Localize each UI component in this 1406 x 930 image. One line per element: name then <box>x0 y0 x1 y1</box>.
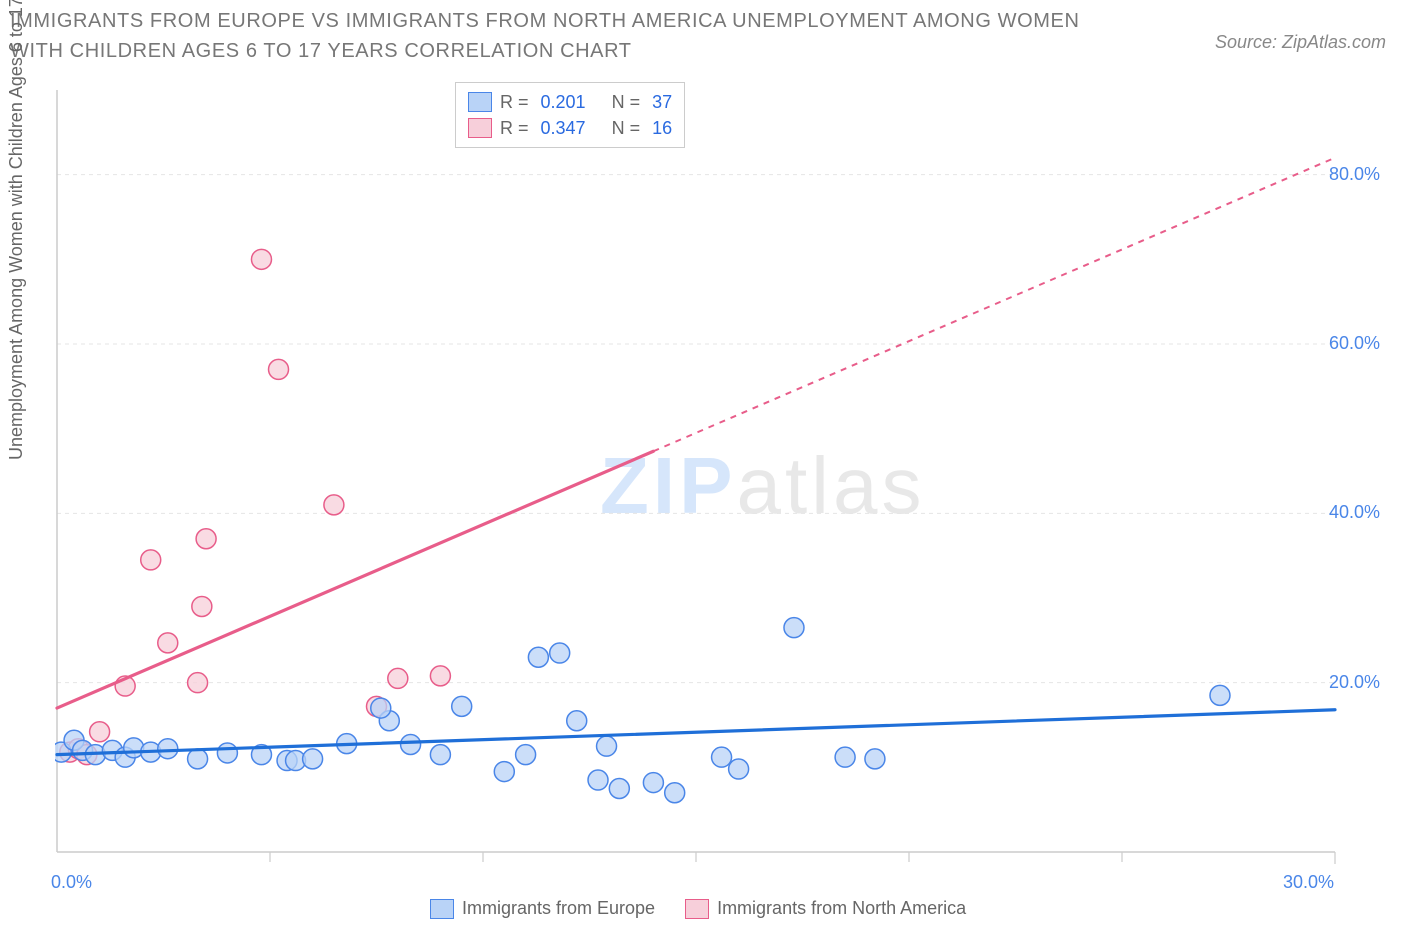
stats-row-blue: R = 0.201 N = 37 <box>468 89 672 115</box>
source-attribution: Source: ZipAtlas.com <box>1215 32 1386 53</box>
scatter-plot <box>55 80 1385 870</box>
r-label-2: R = <box>500 115 529 141</box>
chart-title: IMMIGRANTS FROM EUROPE VS IMMIGRANTS FRO… <box>10 6 1130 66</box>
swatch-blue <box>468 92 492 112</box>
swatch-blue-2 <box>430 899 454 919</box>
y-tick-label: 40.0% <box>1329 502 1380 523</box>
swatch-pink <box>468 118 492 138</box>
stats-row-pink: R = 0.347 N = 16 <box>468 115 672 141</box>
x-tick-label: 30.0% <box>1283 872 1334 893</box>
n-label: N = <box>612 89 641 115</box>
legend-item-pink: Immigrants from North America <box>685 898 966 919</box>
legend-item-blue: Immigrants from Europe <box>430 898 655 919</box>
stats-legend: R = 0.201 N = 37 R = 0.347 N = 16 <box>455 82 685 148</box>
n-value-blue: 37 <box>652 89 672 115</box>
y-tick-label: 20.0% <box>1329 672 1380 693</box>
r-label: R = <box>500 89 529 115</box>
y-tick-label: 60.0% <box>1329 333 1380 354</box>
x-tick-label: 0.0% <box>51 872 92 893</box>
legend-label-pink: Immigrants from North America <box>717 898 966 919</box>
y-axis-label: Unemployment Among Women with Children A… <box>6 0 27 460</box>
series-legend: Immigrants from Europe Immigrants from N… <box>430 898 966 919</box>
r-value-pink: 0.347 <box>541 115 586 141</box>
n-label-2: N = <box>612 115 641 141</box>
n-value-pink: 16 <box>652 115 672 141</box>
swatch-pink-2 <box>685 899 709 919</box>
r-value-blue: 0.201 <box>541 89 586 115</box>
y-tick-label: 80.0% <box>1329 164 1380 185</box>
legend-label-blue: Immigrants from Europe <box>462 898 655 919</box>
